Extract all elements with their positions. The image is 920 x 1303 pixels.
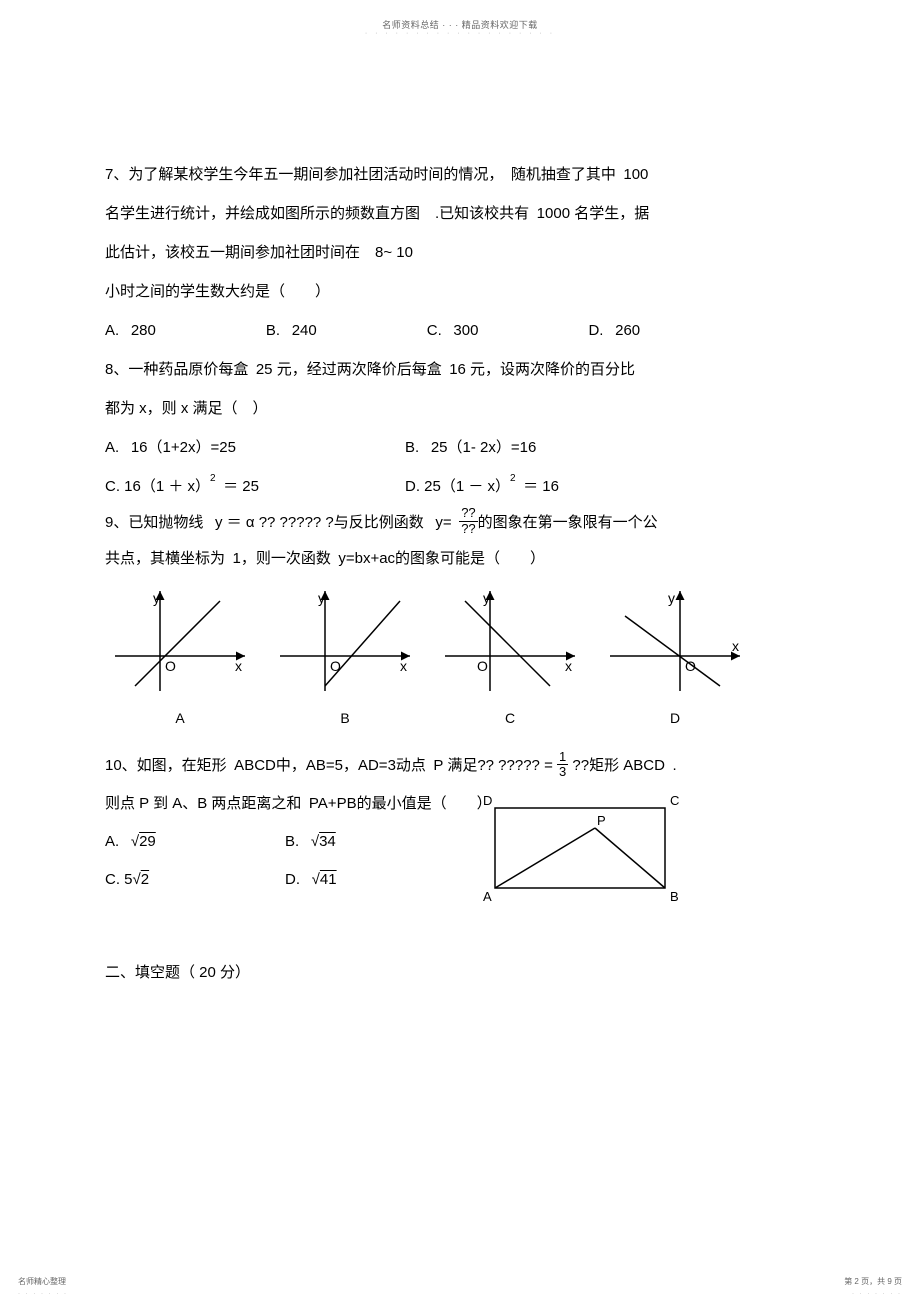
q8-opt-a: A. 16（1+2x）=25: [105, 428, 405, 467]
q10-eq: =: [544, 757, 553, 774]
svg-text:x: x: [235, 658, 242, 674]
svg-text:y: y: [153, 590, 160, 606]
q9-graphs: y x O A y x O B y x O: [105, 586, 815, 736]
graph-d-svg: y x O: [600, 586, 750, 696]
q8c-sup: 2: [210, 473, 216, 484]
q9-l1-post: 的图象在第一象限有一个公: [478, 514, 658, 531]
q9-frac-den: ??: [459, 522, 477, 536]
q9-frac-num: ??: [459, 506, 477, 521]
q7-opt-a: A. 280: [105, 311, 156, 350]
q8-opt-d: D. 25（1 － x）2 ＝ 16: [405, 467, 559, 506]
graph-b-svg: y x O: [270, 586, 420, 696]
q8-line1: 8、一种药品原价每盒 25 元，经过两次降价后每盒 16 元，设两次降价的百分比: [105, 350, 815, 389]
q10-l1-post: 矩形 ABCD .: [589, 757, 677, 774]
q7-options: A. 280 B. 240 C. 300 D. 260: [105, 311, 815, 350]
q10a-rad: 29: [139, 833, 156, 850]
q10-l1-pre: 10、如图，在矩形 ABCD中，AB=5，AD=3动点 P 满足: [105, 757, 477, 774]
q9-graph-b: y x O B: [270, 586, 420, 736]
q10-opt-c: C. 5√2: [105, 861, 285, 899]
q8d-sup: 2: [510, 473, 516, 484]
q10a-pre: A. √: [105, 833, 139, 850]
q10b-pre: B. √: [285, 833, 319, 850]
q10-line2: 则点 P 到 A、B 两点距离之和 PA+PB的最小值是（ ）: [105, 784, 815, 823]
q7-line1: 7、为了解某校学生今年五一期间参加社团活动时间的情况， 随机抽查了其中 100: [105, 155, 815, 194]
q7-opt-d: D. 260: [588, 311, 640, 350]
q8-options-row1: A. 16（1+2x）=25 B. 25（1- 2x）=16: [105, 428, 815, 467]
footer-dots-r: · · · · · · ·: [852, 1291, 902, 1297]
footer-dots-l: · · · · · · ·: [18, 1291, 68, 1297]
q7-opt-c: C. 300: [427, 311, 479, 350]
svg-text:y: y: [483, 590, 490, 606]
svg-text:O: O: [477, 658, 488, 674]
q10-l1-g: ?? ?????: [477, 757, 540, 774]
q8-opt-b: B. 25（1- 2x）=16: [405, 428, 536, 467]
q10-opt-b: B. √34: [285, 823, 465, 861]
q10c-pre: C. 5√: [105, 871, 141, 888]
q10-options: A. √29 B. √34 C. 5√2 D. √41: [105, 823, 465, 898]
q8-options-row2: C. 16（1 ＋ x）2 ＝ 25 D. 25（1 － x）2 ＝ 16: [105, 467, 815, 506]
q10-line1: 10、如图，在矩形 ABCD中，AB=5，AD=3动点 P 满足?? ?????…: [105, 748, 815, 784]
svg-text:A: A: [483, 889, 492, 904]
q9-line1: 9、已知抛物线 y ＝ α ?? ????? ?与反比例函数 y= ????的图…: [105, 506, 815, 539]
q10-frac-n: 1: [557, 750, 568, 765]
q9-l1-mid: 与反比例函数 y=: [334, 514, 459, 531]
q10-frac: 13: [557, 750, 568, 780]
q10-figure: D C A B P: [475, 793, 685, 913]
q8c-post: ＝ 25: [216, 478, 259, 495]
svg-text:y: y: [668, 590, 675, 606]
svg-text:C: C: [670, 793, 679, 808]
q9-line2: 共点，其横坐标为 1，则一次函数 y=bx+ac的图象可能是（ ）: [105, 539, 815, 578]
q8-opt-c: C. 16（1 ＋ x）2 ＝ 25: [105, 467, 405, 506]
q10-frac-d: 3: [557, 765, 568, 779]
page-content: 7、为了解某校学生今年五一期间参加社团活动时间的情况， 随机抽查了其中 100 …: [105, 155, 815, 992]
q10-opt-d: D. √41: [285, 861, 465, 899]
q10-l1-g2: ??: [572, 757, 589, 774]
svg-text:x: x: [565, 658, 572, 674]
graph-c-svg: y x O: [435, 586, 585, 696]
svg-text:D: D: [483, 793, 492, 808]
q9-l1-g: ?? ????? ?: [259, 514, 334, 531]
q9-label-d: D: [600, 700, 750, 736]
q9-label-c: C: [435, 700, 585, 736]
q8-line2: 都为 x，则 x 满足（ ）: [105, 389, 815, 428]
svg-text:x: x: [732, 638, 739, 654]
svg-text:x: x: [400, 658, 407, 674]
footer-left: 名师精心整理: [18, 1276, 66, 1287]
header-dots: · · · · · · · · · · · · · · · · · · ·: [0, 30, 920, 37]
graph-a-svg: y x O: [105, 586, 255, 696]
q7-opt-b: B. 240: [266, 311, 317, 350]
q9-label-b: B: [270, 700, 420, 736]
q8d-pre: D. 25（1 － x）: [405, 478, 510, 495]
section-2-title: 二、填空题（ 20 分）: [105, 953, 815, 992]
q10-row: A. √29 B. √34 C. 5√2 D. √41 D C A B P: [105, 823, 815, 913]
q10c-rad: 2: [141, 871, 149, 888]
svg-text:P: P: [597, 813, 606, 828]
q10d-pre: D. √: [285, 871, 320, 888]
q9-graph-c: y x O C: [435, 586, 585, 736]
footer-right: 第 2 页，共 9 页: [844, 1276, 902, 1287]
svg-text:O: O: [165, 658, 176, 674]
q7-line4: 小时之间的学生数大约是（ ）: [105, 272, 815, 311]
q7-line2: 名学生进行统计，并绘成如图所示的频数直方图 .已知该校共有 1000 名学生，据: [105, 194, 815, 233]
svg-text:y: y: [318, 590, 325, 606]
svg-text:O: O: [685, 658, 696, 674]
q9-l1-pre: 9、已知抛物线 y ＝ α: [105, 514, 259, 531]
q8c-pre: C. 16（1 ＋ x）: [105, 478, 210, 495]
q10b-rad: 34: [319, 833, 336, 850]
q9-frac: ????: [459, 506, 477, 536]
q8d-post: ＝ 16: [516, 478, 559, 495]
q9-label-a: A: [105, 700, 255, 736]
svg-text:B: B: [670, 889, 679, 904]
q7-line3: 此估计，该校五一期间参加社团时间在 8~ 10: [105, 233, 815, 272]
svg-text:O: O: [330, 658, 341, 674]
q9-graph-a: y x O A: [105, 586, 255, 736]
q10d-rad: 41: [320, 871, 337, 888]
q9-graph-d: y x O D: [600, 586, 750, 736]
q10-opt-a: A. √29: [105, 823, 285, 861]
